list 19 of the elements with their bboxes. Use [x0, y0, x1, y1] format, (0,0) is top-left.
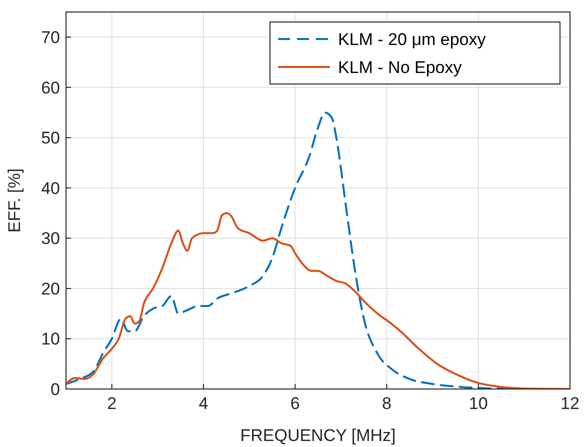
y-tick-label: 20	[41, 279, 60, 298]
y-tick-label: 40	[41, 178, 60, 198]
x-tick-label: 8	[382, 394, 392, 413]
x-tick-label: 10	[468, 394, 488, 413]
x-axis-title: FREQUENCY [MHz]	[240, 426, 396, 445]
x-tick-label: 2	[107, 394, 117, 413]
y-axis-title: EFF. [%]	[5, 168, 24, 233]
legend-label: KLM - No Epoxy	[338, 58, 462, 77]
line-series	[66, 212, 570, 389]
y-tick-label: 60	[41, 78, 60, 98]
y-tick-label: 50	[41, 128, 60, 148]
y-tick-label: 10	[41, 330, 60, 349]
y-tick-label: 70	[41, 28, 60, 48]
x-tick-label: 12	[560, 394, 580, 413]
y-tick-label: 0	[50, 380, 60, 399]
x-tick-label: 6	[290, 394, 300, 413]
y-tick-label: 30	[41, 229, 60, 248]
legend-label: KLM - 20 μm epoxy	[338, 30, 486, 49]
x-tick-label: 4	[198, 394, 208, 413]
